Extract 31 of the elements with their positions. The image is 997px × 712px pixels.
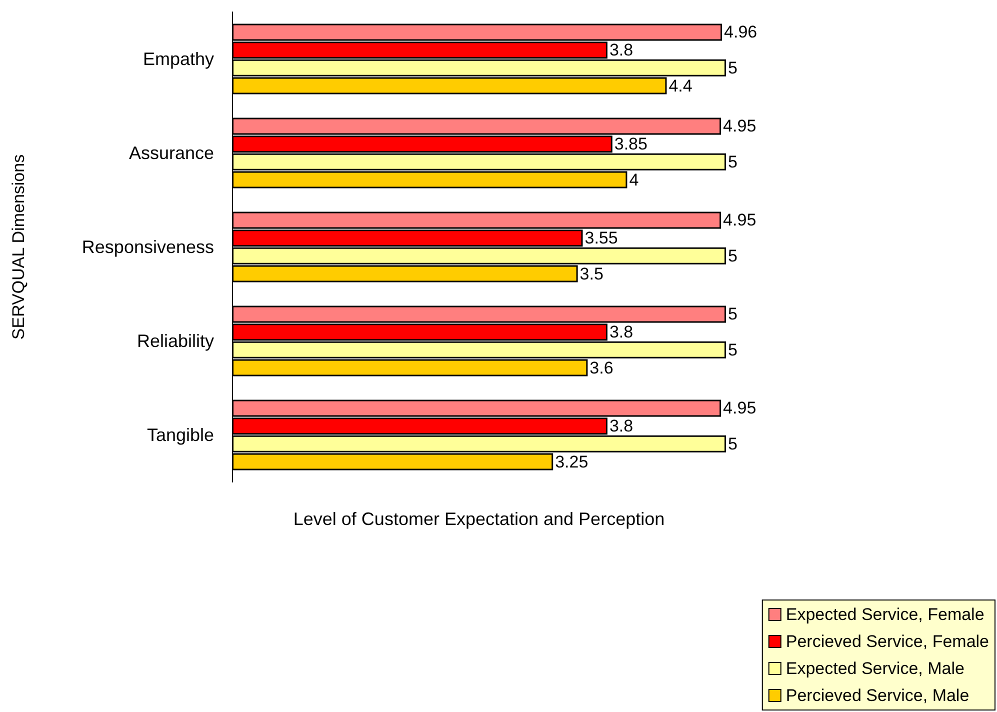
legend-label: Expected Service, Male [786, 659, 964, 678]
data-label: 4 [629, 170, 639, 190]
legend-label: Expected Service, Female [786, 605, 984, 624]
y-tick-label: Empathy [142, 49, 214, 69]
y-tick-label: Tangible [146, 425, 214, 445]
y-tick-label: Assurance [128, 143, 214, 163]
data-label: 5 [728, 58, 738, 78]
data-label: 4.96 [724, 22, 758, 42]
data-label: 3.55 [584, 228, 618, 248]
data-label: 3.6 [590, 358, 614, 378]
data-label: 3.25 [555, 452, 588, 472]
legend-label: Percieved Service, Female [786, 632, 990, 651]
data-label: 3.8 [609, 416, 634, 436]
legend-label: Percieved Service, Male [786, 686, 970, 705]
data-label: 5 [728, 246, 738, 266]
data-label: 4.95 [723, 210, 756, 230]
data-label: 4.95 [723, 398, 756, 418]
x-axis-title: Level of Customer Expectation and Perception [293, 509, 665, 529]
y-tick-label: Responsiveness [82, 237, 214, 257]
data-label: 3.8 [609, 322, 634, 342]
data-label: 5 [728, 304, 738, 324]
y-tick-label: Reliability [136, 331, 214, 351]
data-label: 5 [728, 340, 738, 360]
data-label: 5 [728, 152, 738, 172]
y-axis-title: SERVQUAL Dimensions [9, 154, 28, 340]
data-label: 3.85 [614, 134, 648, 154]
data-label: 4.95 [723, 116, 756, 136]
data-label: 3.8 [609, 40, 634, 60]
data-label: 5 [728, 434, 738, 454]
data-label: 4.4 [668, 76, 692, 96]
data-label: 3.5 [580, 264, 604, 284]
